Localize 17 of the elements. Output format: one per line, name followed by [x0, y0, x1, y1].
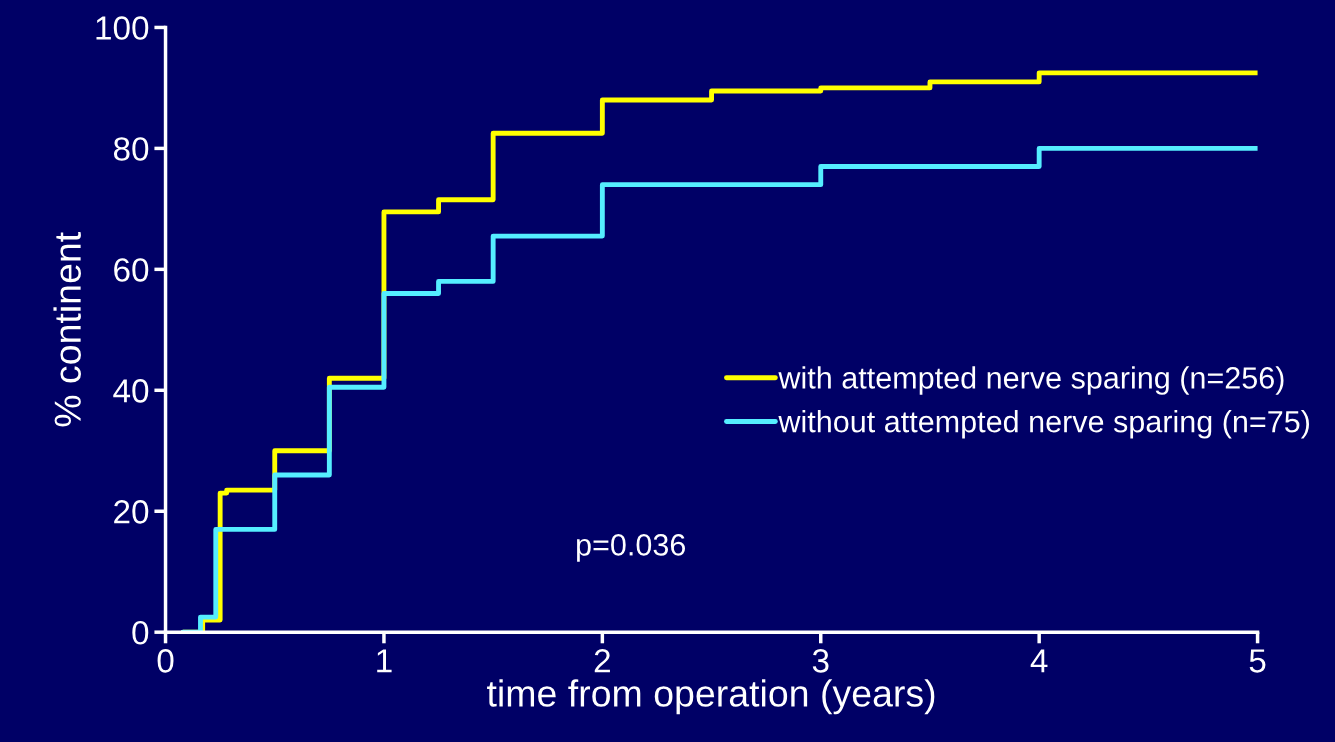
legend-label: with attempted nerve sparing (n=256): [778, 366, 1284, 395]
y-tick-label: 60: [114, 258, 149, 282]
x-tick-label: 4: [1030, 649, 1048, 673]
x-tick-label: 5: [1249, 649, 1266, 673]
y-tick-label: 0: [132, 620, 149, 645]
y-tick-label: 40: [113, 379, 149, 403]
y-axis-title: % continent: [53, 232, 81, 427]
annotation: p=0.036: [577, 534, 686, 562]
x-tick-label: 3: [812, 649, 829, 673]
x-axis-title: time from operation (years): [487, 679, 935, 715]
legend-label: without attempted nerve sparing (n=75): [778, 410, 1310, 439]
x-tick-label: 2: [594, 649, 610, 673]
x-tick-label: 0: [157, 649, 174, 673]
y-tick-label: 100: [96, 16, 149, 40]
y-tick-label: 80: [113, 137, 149, 161]
x-tick-label: 1: [377, 649, 392, 673]
y-tick-label: 20: [114, 500, 149, 524]
